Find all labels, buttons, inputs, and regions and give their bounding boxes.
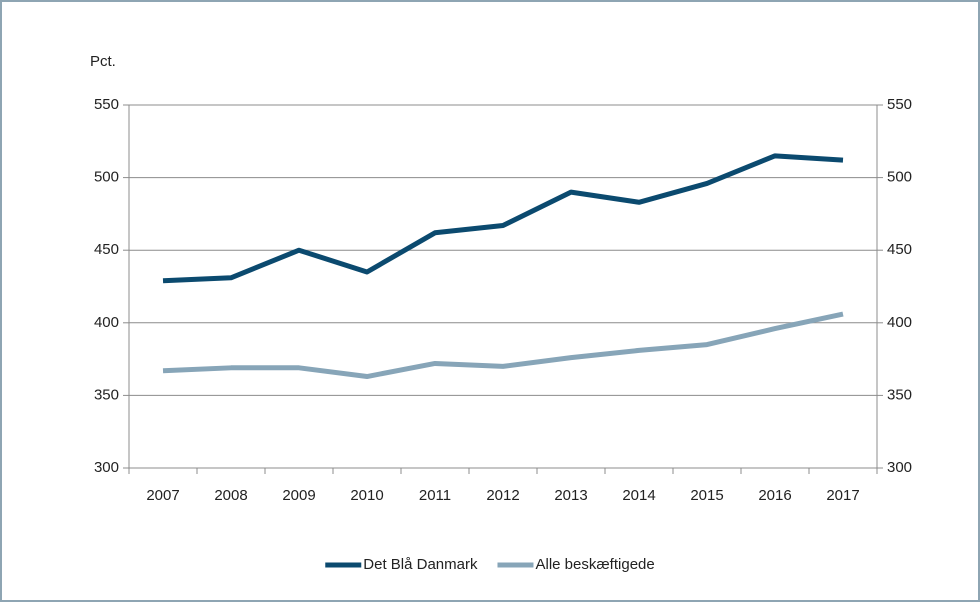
y-tick-label: 500 bbox=[94, 169, 119, 186]
y-tick-label: 300 bbox=[94, 459, 119, 476]
x-tick-label: 2007 bbox=[146, 487, 179, 504]
x-tick-label: 2015 bbox=[690, 487, 723, 504]
y2-tick-label: 500 bbox=[887, 169, 912, 186]
x-tick-label: 2011 bbox=[419, 487, 451, 504]
x-tick-label: 2009 bbox=[282, 487, 315, 504]
legend: Det Blå Danmark Alle beskæftigede bbox=[325, 556, 655, 573]
x-tick-label: 2017 bbox=[826, 487, 859, 504]
series-line bbox=[162, 311, 844, 380]
x-tick-label: 2016 bbox=[758, 487, 791, 504]
x-tick-label: 2008 bbox=[214, 487, 247, 504]
y-tick-label: 400 bbox=[94, 314, 119, 331]
legend-label: Alle beskæftigede bbox=[535, 556, 654, 573]
series-line bbox=[162, 153, 844, 284]
x-tick-label: 2014 bbox=[622, 487, 655, 504]
y2-tick-label: 450 bbox=[887, 241, 912, 258]
legend-label: Det Blå Danmark bbox=[363, 556, 478, 573]
x-tick-label: 2010 bbox=[350, 487, 383, 504]
y-tick-label: 550 bbox=[94, 96, 119, 113]
y-tick-label: 350 bbox=[94, 386, 119, 403]
y2-tick-label: 400 bbox=[887, 314, 912, 331]
y-tick-label: 450 bbox=[94, 241, 119, 258]
x-tick-label: 2012 bbox=[486, 487, 519, 504]
y2-tick-label: 350 bbox=[887, 386, 912, 403]
x-tick-label: 2013 bbox=[554, 487, 587, 504]
y2-tick-label: 300 bbox=[887, 459, 912, 476]
y2-tick-label: 550 bbox=[887, 96, 912, 113]
y-axis-label: Pct. bbox=[90, 53, 116, 70]
